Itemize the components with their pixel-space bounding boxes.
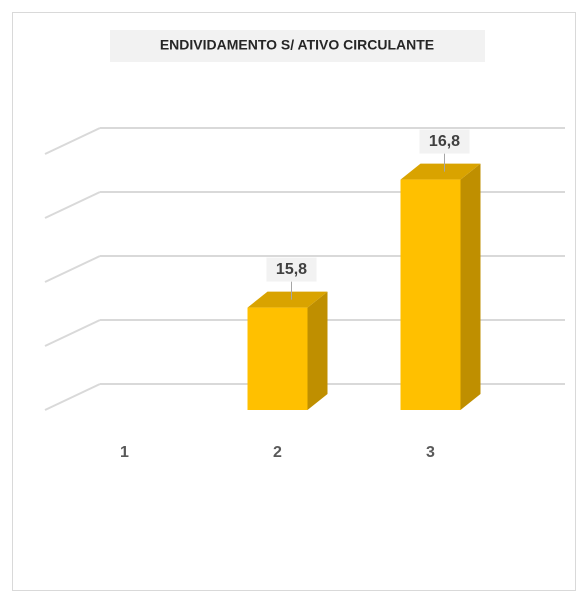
- label-box: [266, 257, 317, 282]
- label-box: [419, 129, 470, 154]
- x-tick-label: 3: [426, 444, 435, 461]
- bar-top: [247, 291, 328, 308]
- x-tick-label: 2: [273, 444, 282, 461]
- bar-side: [460, 163, 481, 410]
- title-box: [110, 30, 485, 62]
- bar-side: [307, 291, 328, 410]
- grid-line: [44, 255, 101, 283]
- bar-top: [400, 163, 481, 180]
- grid-line: [44, 191, 101, 219]
- data-label: 15,8: [276, 261, 307, 278]
- chart-title: ENDIVIDAMENTO S/ ATIVO CIRCULANTE: [160, 37, 434, 53]
- x-tick-label: 1: [120, 444, 129, 461]
- grid-line: [44, 127, 101, 155]
- grid-line: [44, 319, 101, 347]
- bar: [247, 307, 308, 410]
- data-label: 16,8: [429, 133, 460, 150]
- bar: [400, 179, 461, 410]
- grid-line: [44, 383, 101, 411]
